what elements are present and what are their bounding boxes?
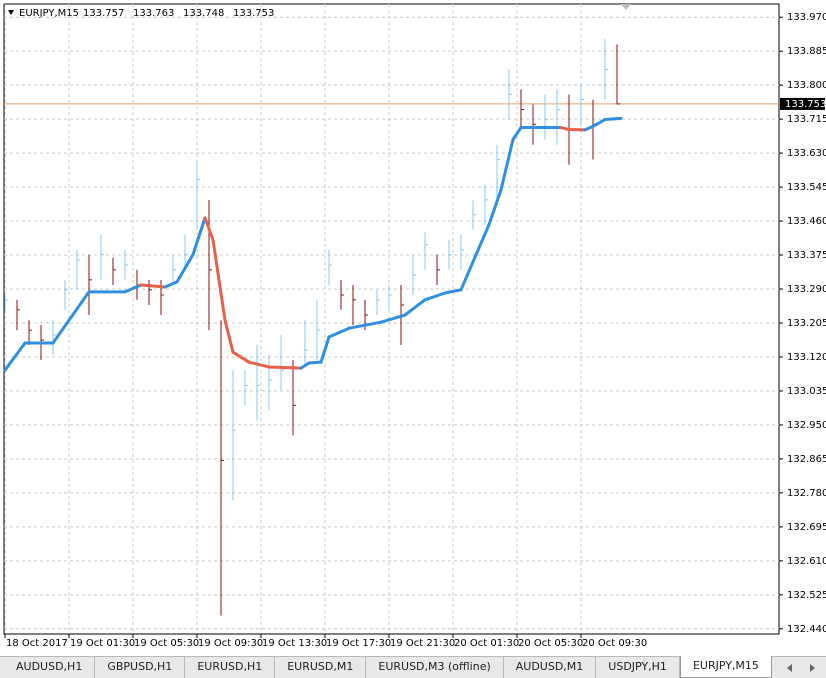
ma-segment [299,361,311,370]
y-tick-label: 133.035 [787,386,826,397]
y-tick-label: 132.865 [787,454,826,465]
ma-segment [3,341,27,372]
shift-marker [621,4,631,10]
x-tick-label: 19 Oct 01:30 [70,638,135,649]
x-tick-label: 19 Oct 21:30 [390,638,455,649]
x-tick-label: 20 Oct 01:30 [454,638,519,649]
y-tick-label: 133.630 [787,148,826,159]
ma-segment [471,223,491,264]
tab[interactable]: EURUSD,H1 [185,657,276,678]
y-tick-label: 133.715 [787,114,826,125]
ma-segment [603,116,623,122]
y-tick-label: 132.950 [787,420,826,431]
price-label: 133.753 [785,99,826,110]
y-tick-label: 132.610 [787,556,826,567]
x-tick-label: 20 Oct 05:30 [518,638,583,649]
ma-segment [459,260,475,292]
ma-segment [191,216,207,257]
y-tick-label: 133.290 [787,284,826,295]
ma-segment [591,118,607,128]
chart-title: EURJPY,M15 [19,8,79,19]
x-tick-label: 19 Oct 09:30 [198,638,263,649]
ma-segment [443,288,463,295]
ma-segment [231,350,251,364]
y-tick-label: 132.525 [787,590,826,601]
price-label-box [780,97,825,110]
y-tick-label: 133.545 [787,182,826,193]
tab[interactable]: EURJPY,M15 [679,656,772,678]
ma-segment [123,283,143,294]
x-tick-label: 19 Oct 17:30 [326,638,391,649]
tab-bar: AUDUSD,H1 GBPUSD,H1 EURUSD,H1 EURUSD,M1 EURU… [0,656,826,678]
ma-segment [51,290,91,345]
ma-segment [423,291,447,302]
ma-segment [139,283,167,289]
ma-segment [211,238,227,322]
quote-high: 133.763 [133,8,174,19]
x-tick-label: 19 Oct 05:30 [134,638,199,649]
y-tick-label: 133.885 [787,46,826,57]
ma-segment [247,360,271,369]
ma-segment [307,360,323,365]
tab[interactable]: EURUSD,M1 [275,657,367,678]
y-tick-label: 132.695 [787,522,826,533]
ma-segment [223,318,235,354]
x-tick-label: 19 Oct 13:30 [262,638,327,649]
tab[interactable]: EURUSD,M3 (offline) [366,657,504,678]
tab[interactable]: AUDUSD,H1 [4,657,96,678]
tab-scroll[interactable] [784,662,820,674]
ma-segment [203,216,215,242]
tab[interactable]: AUDUSD,M1 [504,657,597,678]
chart: EURJPY,M15 133.757 133.763 133.748 133.7… [3,3,826,649]
ma-segment [379,313,407,324]
y-tick-label: 133.205 [787,318,826,329]
y-tick-label: 133.800 [787,80,826,91]
ma-segment [403,298,427,317]
y-tick-label: 133.970 [787,12,826,23]
ma-segment [175,253,195,284]
ma-segment [327,326,351,339]
ma-segment [487,188,503,227]
header-arrow [8,10,14,15]
quote-close: 133.753 [233,8,274,19]
x-tick-label: 18 Oct 2017 [6,638,68,649]
y-tick-label: 133.460 [787,216,826,227]
ma-segment [499,138,515,192]
quote-open: 133.757 [83,8,124,19]
x-tick-label: 20 Oct 09:30 [582,638,647,649]
y-tick-label: 133.120 [787,352,826,363]
ma-segment [163,280,179,289]
tab[interactable]: USDJPY,H1 [596,657,680,678]
y-tick-label: 132.440 [787,624,826,635]
ma-segment [347,320,383,330]
quote-low: 133.748 [183,8,224,19]
tab[interactable]: GBPUSD,H1 [95,657,186,678]
ma-segment [511,126,523,142]
ma-segment [319,335,331,364]
y-tick-label: 133.375 [787,250,826,261]
y-tick-label: 132.780 [787,488,826,499]
ma-segment [267,365,303,370]
